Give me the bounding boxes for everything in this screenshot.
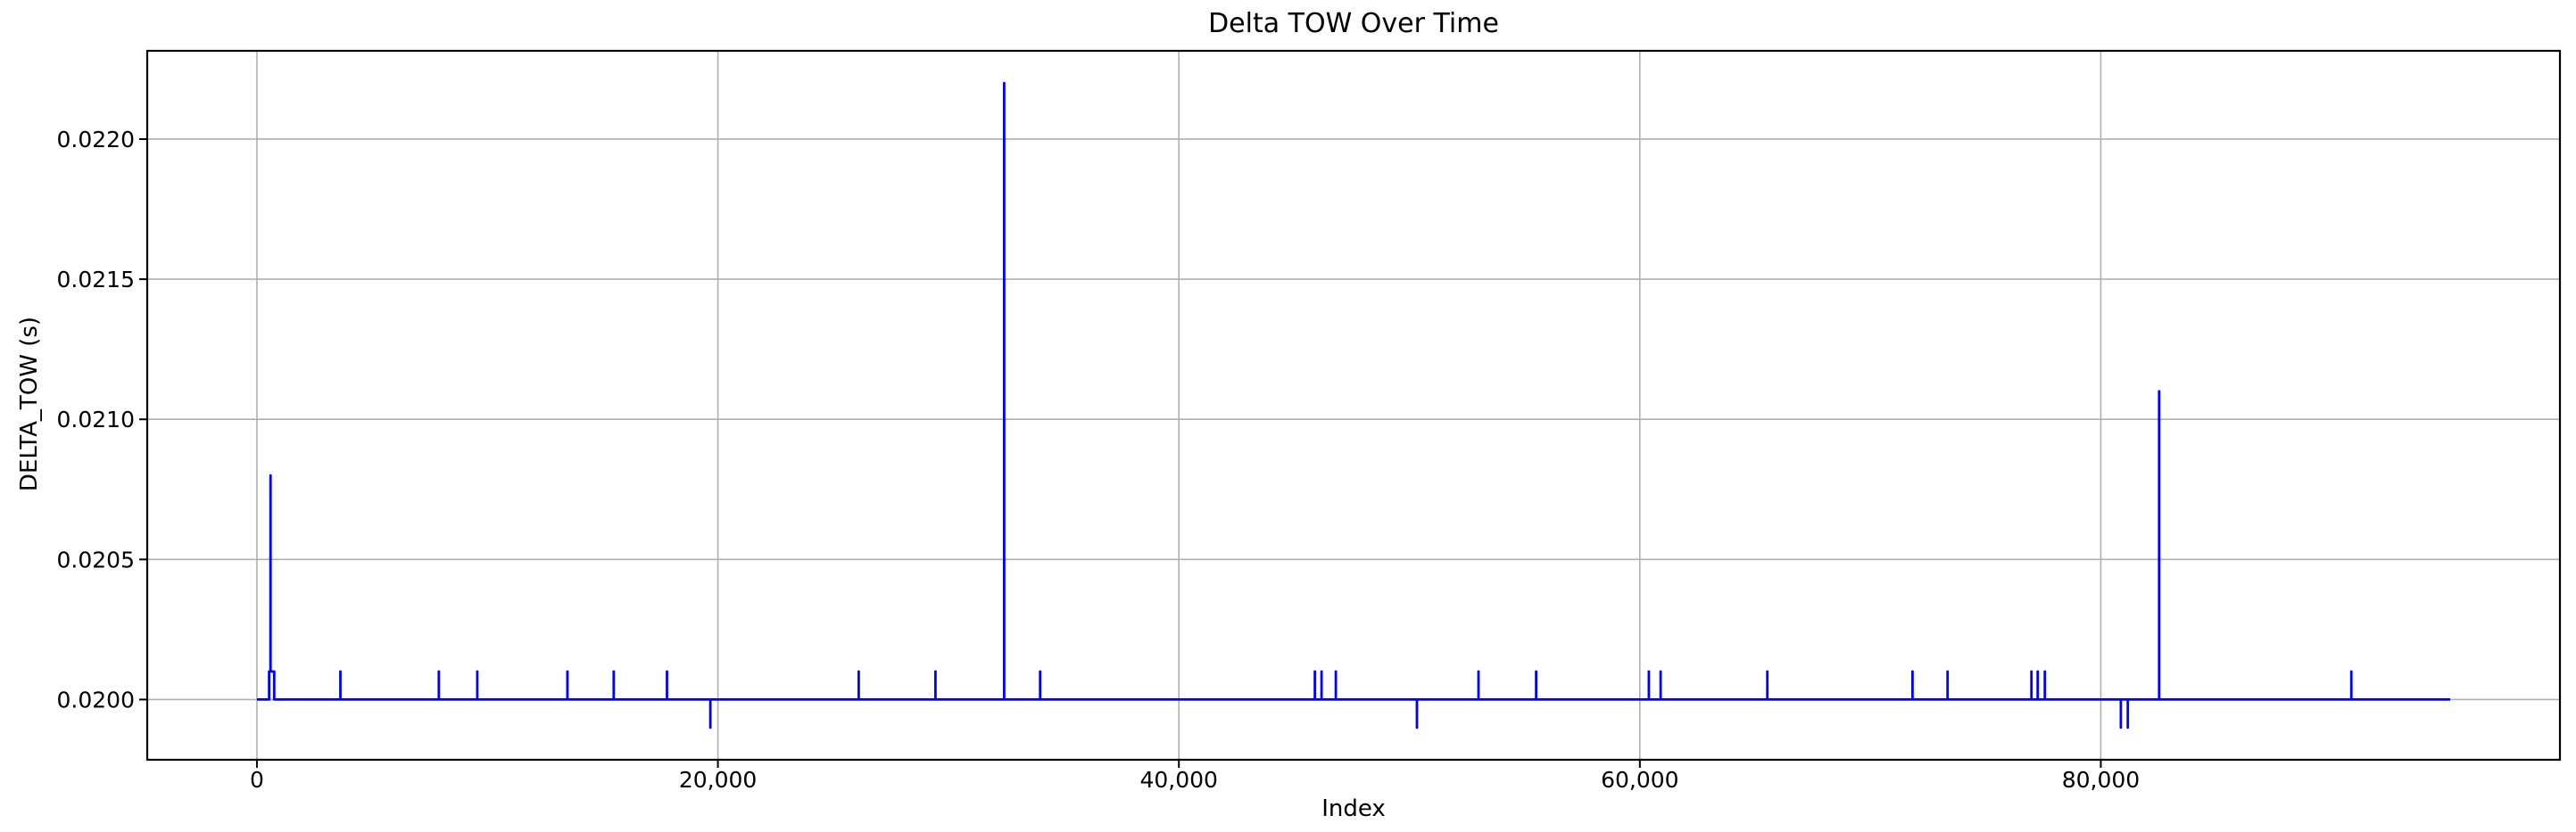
data-line — [257, 81, 2450, 729]
chart-title: Delta TOW Over Time — [1208, 8, 1499, 39]
x-tick-label: 20,000 — [679, 767, 757, 793]
x-tick-label: 60,000 — [1601, 767, 1678, 793]
y-tick-label: 0.0205 — [57, 547, 135, 573]
y-tick-label: 0.0210 — [57, 407, 135, 432]
y-tick-label: 0.0215 — [57, 267, 135, 292]
plot-border — [145, 49, 2562, 762]
x-tick-label: 0 — [250, 767, 264, 793]
x-axis-label: Index — [1321, 795, 1386, 822]
x-tick-label: 40,000 — [1139, 767, 1217, 793]
y-tick-label: 0.0200 — [57, 687, 135, 713]
y-tick-label: 0.0220 — [57, 127, 135, 152]
y-axis-label: DELTA_TOW (s) — [16, 316, 43, 492]
x-tick-label: 80,000 — [2062, 767, 2140, 793]
